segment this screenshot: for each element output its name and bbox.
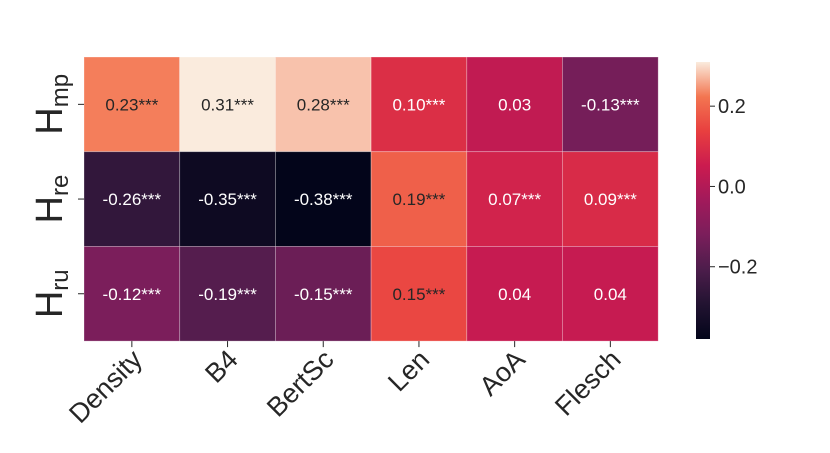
cell-value-label: 0.31*** — [201, 95, 254, 114]
cell-value-label: -0.38*** — [294, 190, 353, 209]
row-label-subscript: re — [47, 175, 74, 196]
cell-value-label: 0.28*** — [297, 95, 350, 114]
column-label: Density — [63, 344, 148, 429]
colorbar-tick-label: −0.2 — [718, 257, 757, 279]
cell-value-label: -0.19*** — [198, 285, 257, 304]
row-label-subscript: mp — [47, 74, 74, 107]
cell-value-label: 0.04 — [594, 285, 627, 304]
cell-value-label: 0.03 — [498, 95, 531, 114]
heatmap-cell — [370, 151, 468, 247]
row-label-subscript: ru — [47, 269, 74, 290]
cell-value-label: 0.07*** — [488, 190, 541, 209]
heatmap-cell — [466, 245, 563, 342]
column-label: BertSc — [261, 344, 340, 423]
cell-value-label: -0.13*** — [581, 95, 640, 114]
heatmap-cell — [83, 245, 181, 342]
heatmap-cell — [370, 245, 468, 342]
cell-value-label: -0.35*** — [198, 190, 257, 209]
heatmap-cell — [274, 245, 372, 342]
row-label: Hmp — [29, 74, 74, 135]
column-labels: Density B4 BertSc Len AoA Flesch — [63, 341, 627, 429]
row-label: Hre — [29, 175, 74, 224]
row-label-base: H — [29, 196, 71, 223]
svg-text:Hru: Hru — [29, 269, 74, 318]
heatmap-cell — [83, 56, 181, 153]
heatmap-cell — [562, 151, 659, 247]
cell-value-label: -0.12*** — [103, 285, 162, 304]
colorbar-tick-label: 0.2 — [718, 96, 746, 118]
column-label: B4 — [199, 344, 244, 389]
heatmap-cell — [562, 245, 659, 342]
column-label: Len — [382, 344, 435, 397]
heatmap-cell — [562, 56, 659, 153]
cell-value-label: 0.15*** — [392, 285, 445, 304]
column-label: Flesch — [549, 344, 626, 421]
row-label: Hru — [29, 269, 74, 318]
colorbar-tick-label: 0.0 — [718, 176, 746, 198]
heatmap-cells: 0.23*** 0.31*** 0.28*** 0.10*** 0.03 -0.13***… — [83, 56, 659, 342]
cell-value-label: 0.10*** — [392, 95, 445, 114]
heatmap-cell — [179, 245, 276, 342]
svg-text:Hmp: Hmp — [29, 74, 74, 135]
cell-value-label: -0.26*** — [103, 190, 162, 209]
cell-value-label: 0.09*** — [584, 190, 637, 209]
heatmap-cell — [274, 56, 372, 153]
cell-value-label: 0.19*** — [392, 190, 445, 209]
heatmap-cell — [179, 56, 276, 153]
cell-value-label: 0.04 — [498, 285, 531, 304]
cell-value-label: 0.23*** — [105, 95, 158, 114]
heatmap-cell — [179, 151, 276, 247]
row-label-base: H — [29, 107, 71, 134]
column-label: AoA — [474, 344, 531, 401]
colorbar: 0.2 0.0 −0.2 — [696, 62, 757, 339]
cell-value-label: -0.15*** — [294, 285, 353, 304]
heatmap-cell — [466, 56, 563, 153]
svg-text:Hre: Hre — [29, 175, 74, 224]
colorbar-gradient — [696, 62, 710, 339]
row-label-base: H — [29, 291, 71, 318]
heatmap-cell — [370, 56, 468, 153]
